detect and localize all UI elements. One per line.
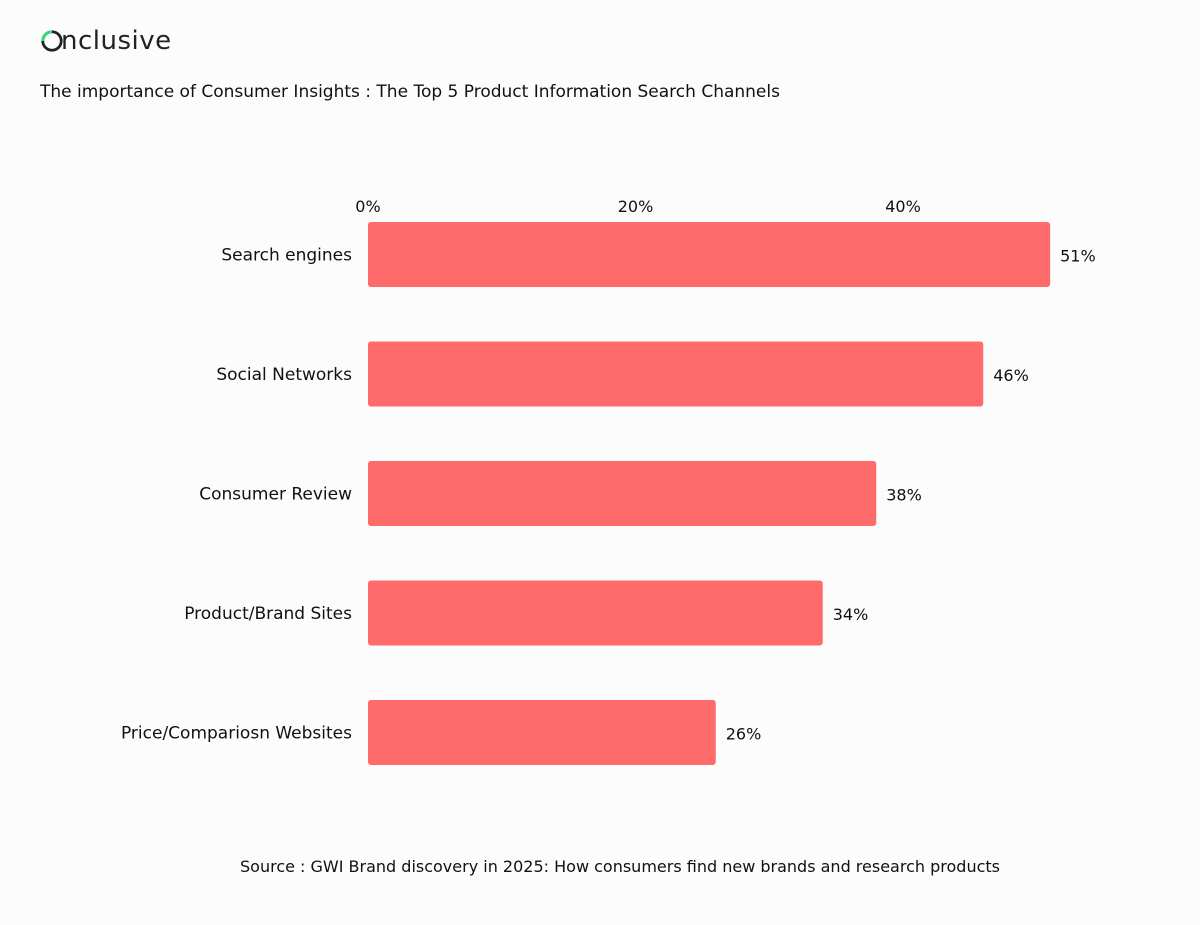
category-label: Product/Brand Sites (184, 604, 352, 624)
source-note: Source : GWI Brand discovery in 2025: Ho… (240, 857, 1000, 876)
category-label: Price/Compariosn Websites (121, 724, 352, 744)
onclusive-logo: Onclusive (40, 26, 172, 56)
x-tick-label: 40% (885, 197, 921, 216)
logo-ring-icon (41, 30, 63, 52)
chart-title: The importance of Consumer Insights : Th… (40, 82, 780, 102)
data-label: 46% (993, 366, 1029, 385)
category-label: Consumer Review (199, 485, 352, 505)
bar (368, 461, 877, 526)
bar (368, 222, 1051, 287)
x-tick-label: 20% (618, 197, 654, 216)
bar (368, 700, 716, 765)
bar (368, 580, 823, 646)
x-tick-label: 0% (355, 197, 380, 216)
bar (368, 341, 984, 407)
category-label: Social Networks (216, 365, 352, 385)
data-label: 26% (726, 725, 762, 744)
data-label: 34% (833, 605, 869, 624)
data-label: 38% (886, 486, 922, 505)
data-label: 51% (1060, 247, 1096, 266)
category-label: Search engines (221, 246, 352, 266)
